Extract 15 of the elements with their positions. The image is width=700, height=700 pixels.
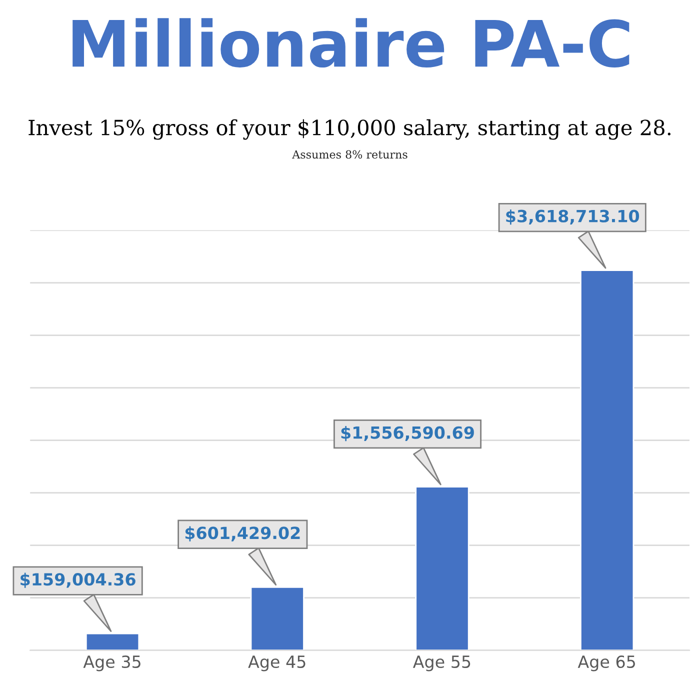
- bar: [415, 486, 470, 650]
- chart-title: Millionaire PA-C: [72, 18, 630, 68]
- x-tick-label: Age 35: [83, 655, 140, 672]
- x-tick-label: Age 45: [248, 656, 306, 672]
- chart-subtitle: Invest 15% gross of your $110,000 salary, starting at age 28.: [28, 119, 671, 140]
- x-tick-label: Age 55: [412, 656, 470, 672]
- bar: [250, 586, 304, 650]
- data-label: $601,429.02: [185, 526, 300, 542]
- bar: [580, 270, 634, 650]
- data-label: $3,618,713.10: [506, 209, 640, 225]
- bar: [85, 632, 140, 650]
- data-label: $1,556,590.69: [341, 426, 474, 442]
- text: Assumes 8% returns: [292, 150, 408, 159]
- x-tick-label: Age 65: [578, 655, 635, 672]
- data-label: $159,004.36: [20, 572, 136, 588]
